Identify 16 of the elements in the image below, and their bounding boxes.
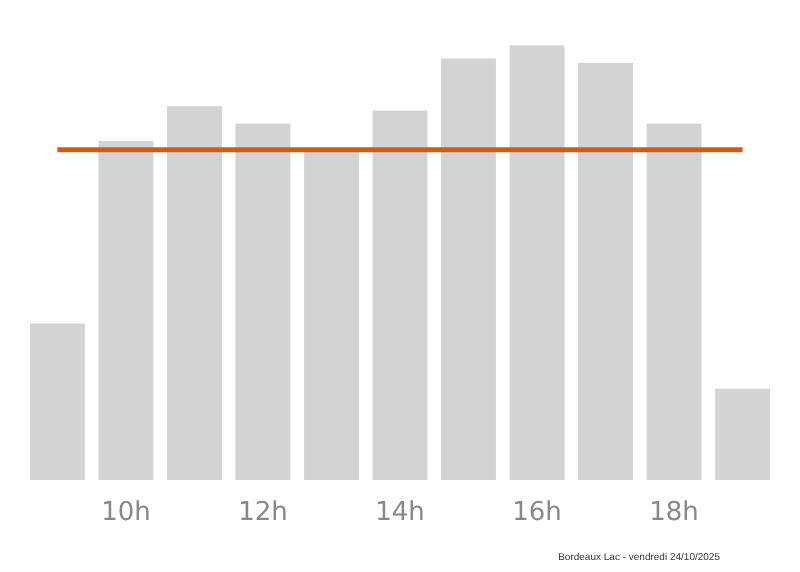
bar [167,106,222,480]
x-tick-label: 12h [238,498,288,528]
bar [578,62,633,480]
bar [98,141,154,480]
x-tick-label: 10h [101,498,151,528]
x-tick-label: 18h [649,498,699,528]
bar [509,45,565,480]
x-tick-label: 16h [512,498,562,528]
x-tick-label: 14h [375,498,425,528]
bar [441,58,496,480]
bar [30,323,85,480]
bar [646,123,702,480]
bar [304,149,359,480]
bar [715,388,770,480]
bar [235,123,291,480]
bar [372,110,428,480]
